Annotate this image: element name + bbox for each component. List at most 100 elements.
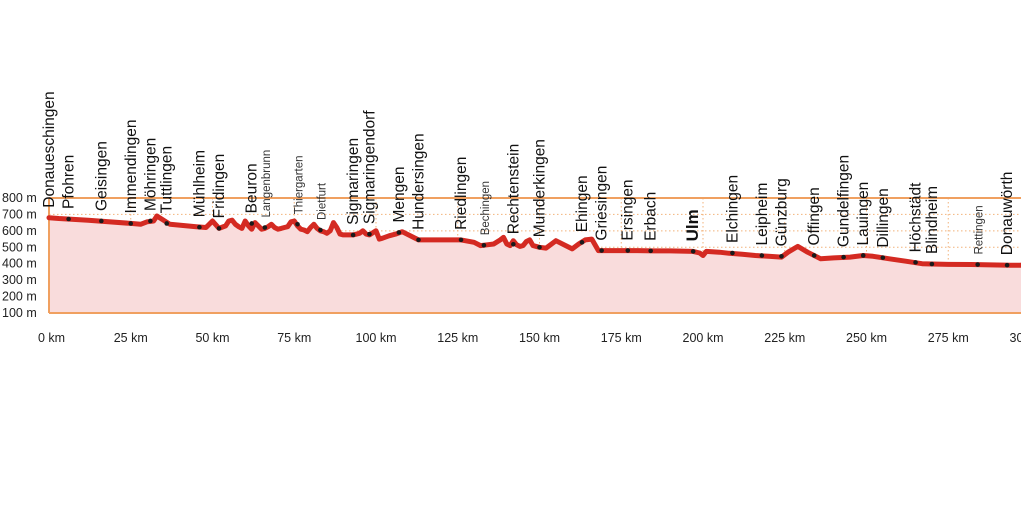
- y-tick-label: 200 m: [2, 290, 37, 304]
- town-label: Geisingen: [93, 141, 110, 211]
- x-tick-label: 175 km: [601, 331, 642, 345]
- town-label: Thiergarten: [293, 155, 305, 214]
- town-marker: [511, 242, 516, 247]
- y-tick-label: 800 m: [2, 191, 37, 205]
- y-tick-label: 400 m: [2, 257, 37, 271]
- area-layer: [49, 216, 1021, 313]
- town-label: Ulm: [683, 209, 702, 241]
- town-label: Leipheim: [754, 183, 771, 246]
- town-label: Rettingen: [974, 205, 986, 254]
- town-label: Mengen: [391, 166, 408, 222]
- x-tick-label: 250 km: [846, 331, 887, 345]
- x-tick-label: 300 km: [1010, 331, 1021, 345]
- town-marker: [481, 242, 487, 248]
- axis-layer: 100 m 200 m 300 m 400 m 500 m 600 m 700 m 800 m…: [2, 191, 1021, 345]
- town-marker: [99, 218, 104, 224]
- town-label: Fridingen: [211, 154, 228, 219]
- town-marker: [148, 218, 153, 224]
- town-marker: [648, 248, 653, 254]
- x-tick-label: 200 km: [683, 331, 724, 345]
- town-label: Sigmaringen: [345, 138, 362, 225]
- town-marker: [579, 240, 585, 245]
- town-label: Tuttlingen: [159, 146, 176, 214]
- town-label: Ehingen: [574, 175, 591, 232]
- town-marker: [690, 249, 696, 254]
- y-tick-label: 100 m: [2, 306, 37, 320]
- town-marker: [841, 254, 846, 260]
- town-label: Donauwörth: [999, 172, 1016, 256]
- town-marker: [730, 250, 735, 256]
- town-marker: [811, 253, 817, 258]
- town-marker: [249, 221, 255, 226]
- town-label: Höchstädt: [907, 182, 924, 252]
- town-label: Offingen: [806, 187, 823, 245]
- x-tick-label: 50 km: [195, 331, 229, 345]
- x-tick-label: 25 km: [114, 331, 148, 345]
- x-tick-label: 75 km: [277, 331, 311, 345]
- town-marker: [216, 226, 222, 231]
- town-marker: [779, 254, 784, 259]
- label-layer: Donaueschingen Pfohren Geisingen Immendinge…: [41, 91, 1016, 255]
- town-marker: [367, 231, 372, 237]
- town-label: Sigmaringendorf: [362, 110, 379, 224]
- town-marker: [295, 221, 300, 227]
- town-label: Pfohren: [61, 155, 78, 209]
- town-marker: [929, 261, 935, 267]
- town-label: Griesingen: [594, 166, 611, 241]
- town-marker: [860, 253, 866, 258]
- town-label: Hundersingen: [410, 133, 427, 230]
- town-label: Immendingen: [123, 120, 140, 214]
- town-marker: [350, 232, 356, 238]
- town-marker: [759, 253, 765, 258]
- town-label: Donaueschingen: [41, 91, 58, 207]
- town-label: Möhringen: [142, 138, 159, 211]
- town-label: Gundelfingen: [836, 155, 853, 247]
- town-marker: [66, 216, 71, 222]
- elevation-area: [49, 216, 1021, 313]
- town-label: Langenbrunn: [261, 150, 273, 218]
- town-label: Beuron: [244, 163, 261, 213]
- line-layer: [46, 213, 1021, 268]
- x-tick-label: 0 km: [38, 331, 65, 345]
- town-marker: [262, 225, 268, 230]
- town-label: Elchingen: [724, 175, 741, 243]
- x-tick-label: 125 km: [437, 331, 478, 345]
- town-label: Erbach: [643, 192, 660, 241]
- town-marker: [913, 260, 918, 265]
- town-label: Dietfurt: [316, 182, 328, 220]
- y-tick-label: 300 m: [2, 273, 37, 287]
- x-tick-label: 100 km: [356, 331, 397, 345]
- x-tick-label: 225 km: [764, 331, 805, 345]
- town-marker: [164, 221, 170, 226]
- town-label: Dillingen: [875, 188, 892, 247]
- town-marker: [128, 221, 134, 226]
- town-marker: [880, 255, 886, 260]
- town-label: Mühlheim: [191, 150, 208, 217]
- town-marker: [416, 237, 421, 243]
- town-label: Blindheim: [924, 186, 941, 254]
- elevation-line: [46, 213, 1021, 268]
- x-tick-label: 150 km: [519, 331, 560, 345]
- y-tick-label: 600 m: [2, 224, 37, 238]
- town-marker: [537, 244, 542, 250]
- town-label: Ersingen: [620, 179, 637, 240]
- x-tick-label: 275 km: [928, 331, 969, 345]
- town-label: Bechingen: [480, 181, 492, 235]
- town-label: Munderkingen: [531, 139, 548, 237]
- town-marker: [975, 262, 980, 267]
- town-label: Günzburg: [774, 178, 791, 246]
- town-label: Riedlingen: [453, 157, 470, 230]
- town-label: Lauingen: [855, 182, 872, 246]
- town-marker: [396, 230, 402, 235]
- marker-layer: [66, 216, 1010, 268]
- town-label: Rechtenstein: [505, 144, 522, 234]
- town-marker: [197, 224, 202, 230]
- y-tick-label: 500 m: [2, 240, 37, 254]
- y-tick-label: 700 m: [2, 207, 37, 221]
- town-marker: [318, 227, 323, 233]
- town-marker: [625, 248, 631, 253]
- town-marker: [458, 237, 464, 243]
- town-marker: [599, 248, 604, 253]
- town-marker: [1004, 262, 1010, 268]
